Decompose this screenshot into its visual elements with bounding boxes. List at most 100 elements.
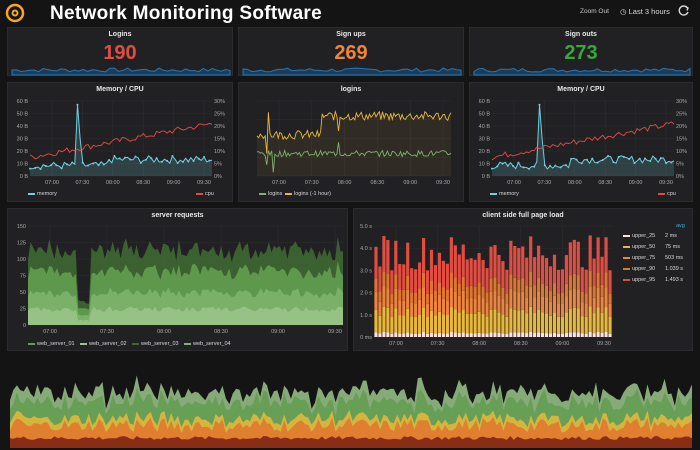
load-bar-segment <box>461 332 465 337</box>
memory-line <box>29 104 213 170</box>
legend-upper-90[interactable]: upper_90 1.039 s <box>623 266 683 272</box>
load-bar-segment <box>473 286 477 299</box>
load-bar-segment <box>425 293 430 304</box>
cpu-line <box>491 121 675 161</box>
load-bar-segment <box>481 313 485 334</box>
x-tick-label: 08:30 <box>136 180 150 186</box>
legend-memory[interactable]: memory <box>28 191 57 197</box>
logins-graph-panel[interactable]: logins 07:00 07:30 08:00 08:30 09:00 09:30 lo… <box>238 82 464 202</box>
legend-cpu[interactable]: cpu <box>196 191 214 197</box>
load-bar-segment <box>517 332 521 337</box>
load-bar-segment <box>378 315 382 334</box>
load-bar-segment <box>509 332 513 337</box>
y2-tick-label: 20% <box>214 124 225 130</box>
load-bar-segment <box>449 332 453 337</box>
load-bar-segment <box>537 245 541 278</box>
memory-cpu-panel-right[interactable]: Memory / CPU 0 B 10 B 20 B 30 B 40 B 50 B 60 B… <box>469 82 693 202</box>
load-bar-segment <box>509 274 513 289</box>
signouts-stat-panel[interactable]: Sign outs 273 <box>469 27 693 76</box>
legend-upper-25[interactable]: upper_25 2 ms <box>623 233 677 239</box>
memory-point <box>87 164 90 167</box>
y2-tick-label: 20% <box>676 124 687 130</box>
load-bar-segment <box>489 291 493 310</box>
x-tick-label: 09:00 <box>167 180 181 186</box>
load-bar-segment <box>552 332 557 337</box>
load-bar-segment <box>525 313 529 334</box>
load-bar-segment <box>572 288 576 308</box>
time-range-picker[interactable]: ◷ Last 3 hours <box>620 7 670 16</box>
bottom-area <box>10 436 692 448</box>
load-bar-segment <box>525 333 529 337</box>
logins-graph: 07:00 07:30 08:00 08:30 09:00 09:30 <box>256 100 452 186</box>
memory-cpu-panel-left[interactable]: Memory / CPU 0 B 10 B 20 B 30 B 40 B 50 B 60 B… <box>7 82 233 202</box>
legend-upper-75[interactable]: upper_75 503 ms <box>623 255 683 261</box>
legend-logins[interactable]: logins <box>259 191 282 197</box>
legend-upper-50[interactable]: upper_50 75 ms <box>623 244 680 250</box>
page-load-panel[interactable]: client side full page load 0 ms 1.0 s 2.0 … <box>353 208 693 351</box>
memory-point <box>76 103 79 106</box>
x-tick-label: 09:00 <box>271 329 285 335</box>
load-bar-segment <box>509 308 513 333</box>
x-tick-label: 09:30 <box>328 329 342 335</box>
legend-web-server-02[interactable]: web_server_02 <box>80 341 127 347</box>
load-bar-segment <box>604 307 608 333</box>
legend-upper-95[interactable]: upper_95 1.493 s <box>623 277 683 283</box>
load-bar-segment <box>501 333 505 337</box>
memory-point <box>628 157 631 160</box>
load-bar-segment <box>418 262 422 289</box>
memory-point <box>50 164 53 167</box>
signouts-sparkline <box>473 67 691 76</box>
memory-point <box>638 157 641 160</box>
memory-point <box>97 164 100 167</box>
memory-point <box>129 158 132 161</box>
y-tick-label: 20 B <box>479 149 491 155</box>
memory-point <box>134 155 137 158</box>
memory-point <box>155 157 158 160</box>
legend-cpu[interactable]: cpu <box>658 191 676 197</box>
load-bar-segment <box>576 241 580 276</box>
legend-memory[interactable]: memory <box>490 191 519 197</box>
logins-1h-area <box>257 111 451 176</box>
refresh-icon[interactable] <box>677 4 691 18</box>
y-tick-label: 1.0 s <box>360 313 372 319</box>
grafana-logo-icon[interactable] <box>5 3 25 23</box>
logins-stat-panel[interactable]: Logins 190 <box>7 27 233 76</box>
load-bar-segment <box>584 303 588 317</box>
load-bar-segment <box>497 295 501 313</box>
load-bar-segment <box>548 315 553 334</box>
load-bar-segment <box>425 317 430 334</box>
load-bar-segment <box>414 303 418 317</box>
y-tick-label: 50 B <box>479 112 491 118</box>
x-tick-label: 09:30 <box>197 180 211 186</box>
load-bar-segment <box>548 266 553 292</box>
server-requests-graph: 0 25 50 75 100 125 150 07:00 07:30 08:00 08:30 09:0… <box>17 224 343 335</box>
load-bar-segment <box>402 300 406 316</box>
signups-stat-panel[interactable]: Sign ups 269 <box>238 27 464 76</box>
legend-logins-1h[interactable]: logins (-1 hour) <box>285 191 331 197</box>
x-tick-label: 07:00 <box>389 341 403 347</box>
legend-web-server-04[interactable]: web_server_04 <box>184 341 231 347</box>
load-bar-segment <box>517 248 521 280</box>
load-bar-segment <box>422 272 426 288</box>
zoom-out-button[interactable]: Zoom Out <box>580 8 609 15</box>
y2-tick-label: 30% <box>676 99 687 105</box>
load-bar-segment <box>441 287 445 299</box>
load-bar-segment <box>378 333 382 337</box>
load-bar-segment <box>382 306 386 332</box>
load-bar-segment <box>568 308 572 333</box>
load-bar-segment <box>596 287 600 308</box>
load-bar-segment <box>556 316 561 334</box>
load-bar-segment <box>608 333 612 337</box>
server-requests-panel[interactable]: server requests 0 25 50 75 100 125 150 07:00 07:… <box>7 208 348 351</box>
legend-web-server-03[interactable]: web_server_03 <box>132 341 179 347</box>
memory-point <box>607 155 610 158</box>
load-bar-segment <box>390 333 394 337</box>
x-tick-label: 09:00 <box>629 180 643 186</box>
load-bar-segment <box>576 332 580 337</box>
load-bar-segment <box>394 288 398 309</box>
load-bar-segment <box>513 277 517 292</box>
load-bar-segment <box>568 332 572 337</box>
load-bar-segment <box>382 331 386 337</box>
load-bar-segment <box>576 275 580 290</box>
legend-web-server-01[interactable]: web_server_01 <box>28 341 75 347</box>
